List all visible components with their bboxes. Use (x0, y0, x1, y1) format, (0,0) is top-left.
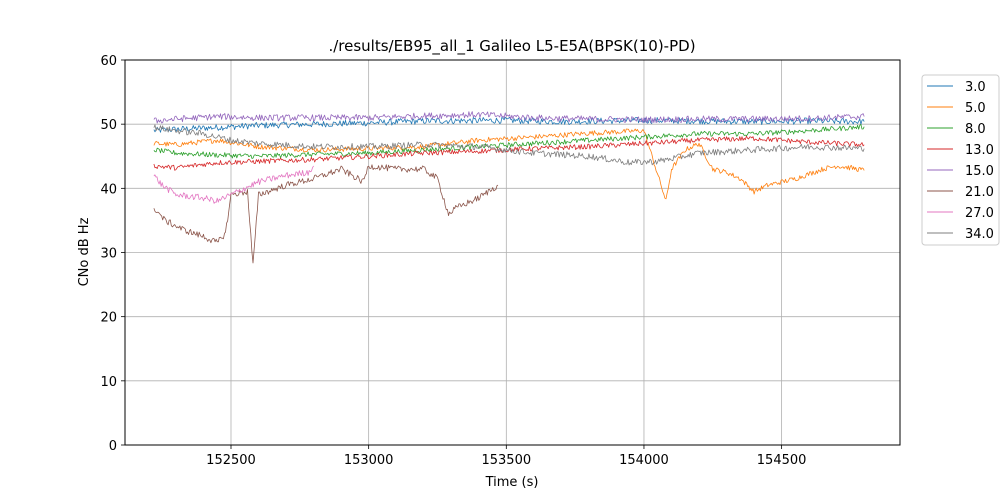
x-tick-label: 153500 (481, 453, 531, 468)
tick-layer: 152500 153000 153500 154000 154500 0 10 20 30 40 5… (100, 54, 806, 468)
legend-label-5.0: 5.0 (965, 101, 986, 116)
series-line-15.0 (153, 111, 865, 124)
series-line-8.0 (153, 124, 865, 159)
legend-label-34.0: 34.0 (965, 227, 994, 242)
series-line-3.0 (153, 116, 865, 133)
legend-label-3.0: 3.0 (965, 80, 986, 95)
legend-label-15.0: 15.0 (965, 164, 994, 179)
y-tick-label: 0 (109, 439, 117, 454)
x-tick-label: 154000 (619, 453, 669, 468)
series-line-13.0 (153, 135, 865, 171)
legend-label-27.0: 27.0 (965, 206, 994, 221)
legend-frame (921, 74, 1000, 246)
y-axis-label: CNo dB Hz (77, 217, 92, 286)
chart-title: ./results/EB95_all_1 Galileo L5-E5A(BPSK… (328, 37, 695, 56)
legend-label-13.0: 13.0 (965, 143, 994, 158)
y-tick-label: 10 (100, 375, 117, 390)
legend-label-21.0: 21.0 (965, 185, 994, 200)
series-line-34.0 (153, 124, 865, 166)
legend: 3.0 5.0 8.0 13.0 15.0 21.0 27.0 34.0 (921, 74, 1000, 246)
series-line-21.0 (153, 164, 499, 264)
series-layer (153, 111, 865, 264)
series-line-27.0 (153, 165, 314, 204)
y-tick-label: 20 (100, 311, 117, 326)
x-tick-label: 152500 (206, 453, 256, 468)
legend-label-8.0: 8.0 (965, 122, 986, 137)
y-tick-label: 50 (100, 118, 117, 133)
x-tick-label: 153000 (344, 453, 394, 468)
x-tick-label: 154500 (757, 453, 807, 468)
y-tick-label: 30 (100, 247, 117, 262)
y-tick-label: 60 (100, 54, 117, 69)
series-line-5.0 (153, 128, 865, 200)
y-tick-label: 40 (100, 182, 117, 197)
x-axis-label: Time (s) (485, 475, 539, 490)
